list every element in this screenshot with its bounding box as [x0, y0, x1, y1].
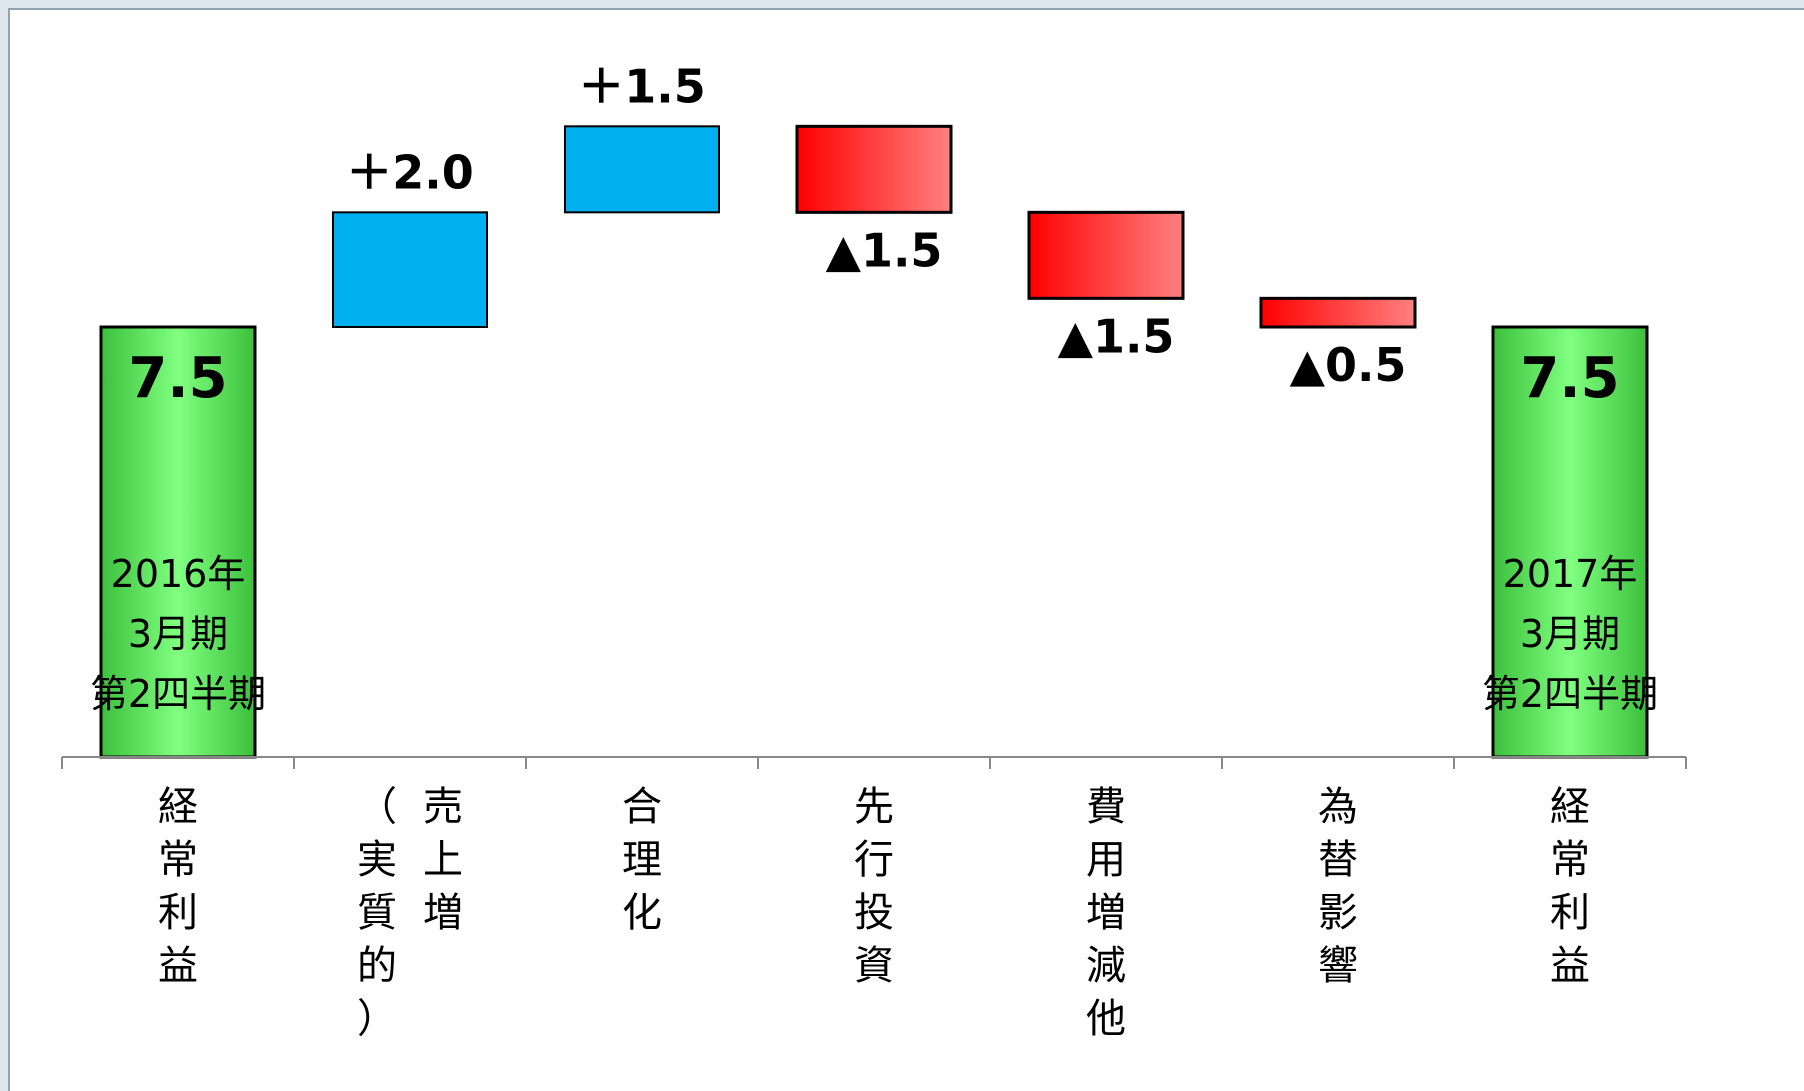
category-label: 費用増減他	[1086, 784, 1126, 1042]
period-label: 第2四半期	[90, 672, 266, 716]
bar-value-label: 7.5	[1520, 346, 1619, 411]
waterfall-bar-increase	[332, 211, 488, 328]
period-label: 第2四半期	[1482, 672, 1658, 716]
bar-value-label: ＋1.5	[578, 59, 706, 113]
waterfall-bar-increase	[564, 125, 720, 214]
category-label: 経常利益	[158, 784, 198, 989]
bar-value-label: ▲1.5	[1058, 309, 1175, 363]
category-label: 合理化	[622, 784, 662, 936]
category-label: 為替影響	[1318, 784, 1358, 989]
bar-value-label: 7.5	[128, 346, 227, 411]
category-label: 先行投資	[854, 784, 894, 989]
period-label: 3月期	[128, 612, 228, 656]
waterfall-bar-decrease	[795, 124, 953, 214]
category-label: （実質的）	[357, 784, 397, 1042]
bar-value-label: ▲0.5	[1290, 338, 1407, 392]
period-label: 2016年	[111, 552, 246, 596]
period-label: 3月期	[1520, 612, 1620, 656]
category-label: 売上増	[423, 784, 463, 936]
bar-value-label: ▲1.5	[826, 223, 943, 277]
period-label: 2017年	[1503, 552, 1638, 596]
waterfall-bar-decrease	[1259, 296, 1417, 329]
waterfall-bar-decrease	[1027, 210, 1185, 300]
waterfall-bar-total	[99, 325, 257, 759]
waterfall-bar-total	[1491, 325, 1649, 759]
category-label: 経常利益	[1550, 784, 1590, 989]
bar-value-label: ＋2.0	[346, 145, 474, 199]
chart-frame: 7.5 ＋2.0 ＋1.5 ▲1.5 ▲1.5 ▲0.5 7.5 2016年 3月期第2四半期 2…	[8, 8, 1804, 1091]
